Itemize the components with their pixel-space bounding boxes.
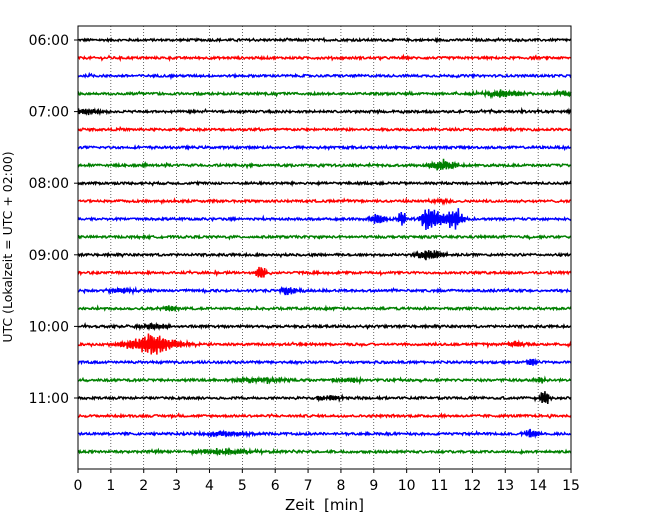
seismogram-trace (77, 412, 572, 420)
plot-frame (77, 25, 572, 470)
x-tick-label: 4 (205, 478, 214, 494)
y-tick-label: 07:00 (29, 105, 69, 121)
seismogram-trace (77, 357, 572, 366)
seismogram-trace (77, 53, 572, 63)
y-tick-label: 08:00 (29, 176, 69, 192)
seismogram-trace (77, 333, 572, 355)
seismogram-trace (77, 375, 571, 386)
y-tick-label: 11:00 (29, 391, 69, 407)
seismogram-trace (77, 143, 572, 152)
x-axis-ticks: 0 1 2 3 4 5 6 7 8 9 10 11 12 13 14 15 (74, 469, 580, 494)
y-axis-ticks: 06:00 07:00 08:00 09:00 10:00 11:00 (29, 33, 78, 407)
x-tick-label: 5 (238, 478, 247, 494)
seismogram-trace (77, 249, 572, 261)
x-tick-label: 13 (496, 478, 514, 494)
seismogram-trace (77, 285, 572, 296)
seismogram-trace (77, 233, 572, 241)
seismogram-trace (77, 106, 572, 117)
seismogram-traces (77, 36, 572, 457)
seismogram-trace (77, 179, 572, 188)
x-tick-label: 6 (271, 478, 280, 494)
seismogram-trace (77, 321, 572, 332)
seismogram-trace (77, 36, 571, 44)
seismogram-trace (77, 266, 572, 278)
seismogram-trace (77, 447, 572, 457)
x-tick-label: 3 (172, 478, 181, 494)
y-tick-label: 09:00 (29, 248, 69, 264)
x-tick-label: 8 (336, 478, 345, 494)
x-tick-label: 11 (431, 478, 449, 494)
seismogram-trace (77, 428, 572, 439)
vertical-grid (110, 26, 539, 469)
x-axis-title: Zeit [min] (285, 496, 364, 514)
x-tick-label: 10 (398, 478, 416, 494)
seismogram-trace (77, 304, 572, 313)
y-axis-title: UTC (Lokalzeit = UTC + 02:00) (0, 151, 15, 342)
x-tick-label: 15 (562, 478, 580, 494)
seismogram-trace (77, 88, 572, 100)
x-tick-label: 0 (74, 478, 83, 494)
y-tick-label: 06:00 (29, 33, 69, 49)
x-tick-label: 7 (304, 478, 313, 494)
seismogram-trace (77, 391, 572, 405)
seismogram-trace (77, 158, 572, 171)
x-tick-label: 9 (369, 478, 378, 494)
x-tick-label: 2 (139, 478, 148, 494)
seismogram-trace (77, 196, 572, 206)
x-tick-label: 14 (529, 478, 547, 494)
x-tick-label: 12 (463, 478, 481, 494)
seismogram-trace (77, 71, 572, 81)
seismogram-trace (77, 125, 572, 133)
seismogram-trace (77, 208, 572, 230)
y-tick-label: 10:00 (29, 319, 69, 335)
x-tick-label: 1 (106, 478, 115, 494)
